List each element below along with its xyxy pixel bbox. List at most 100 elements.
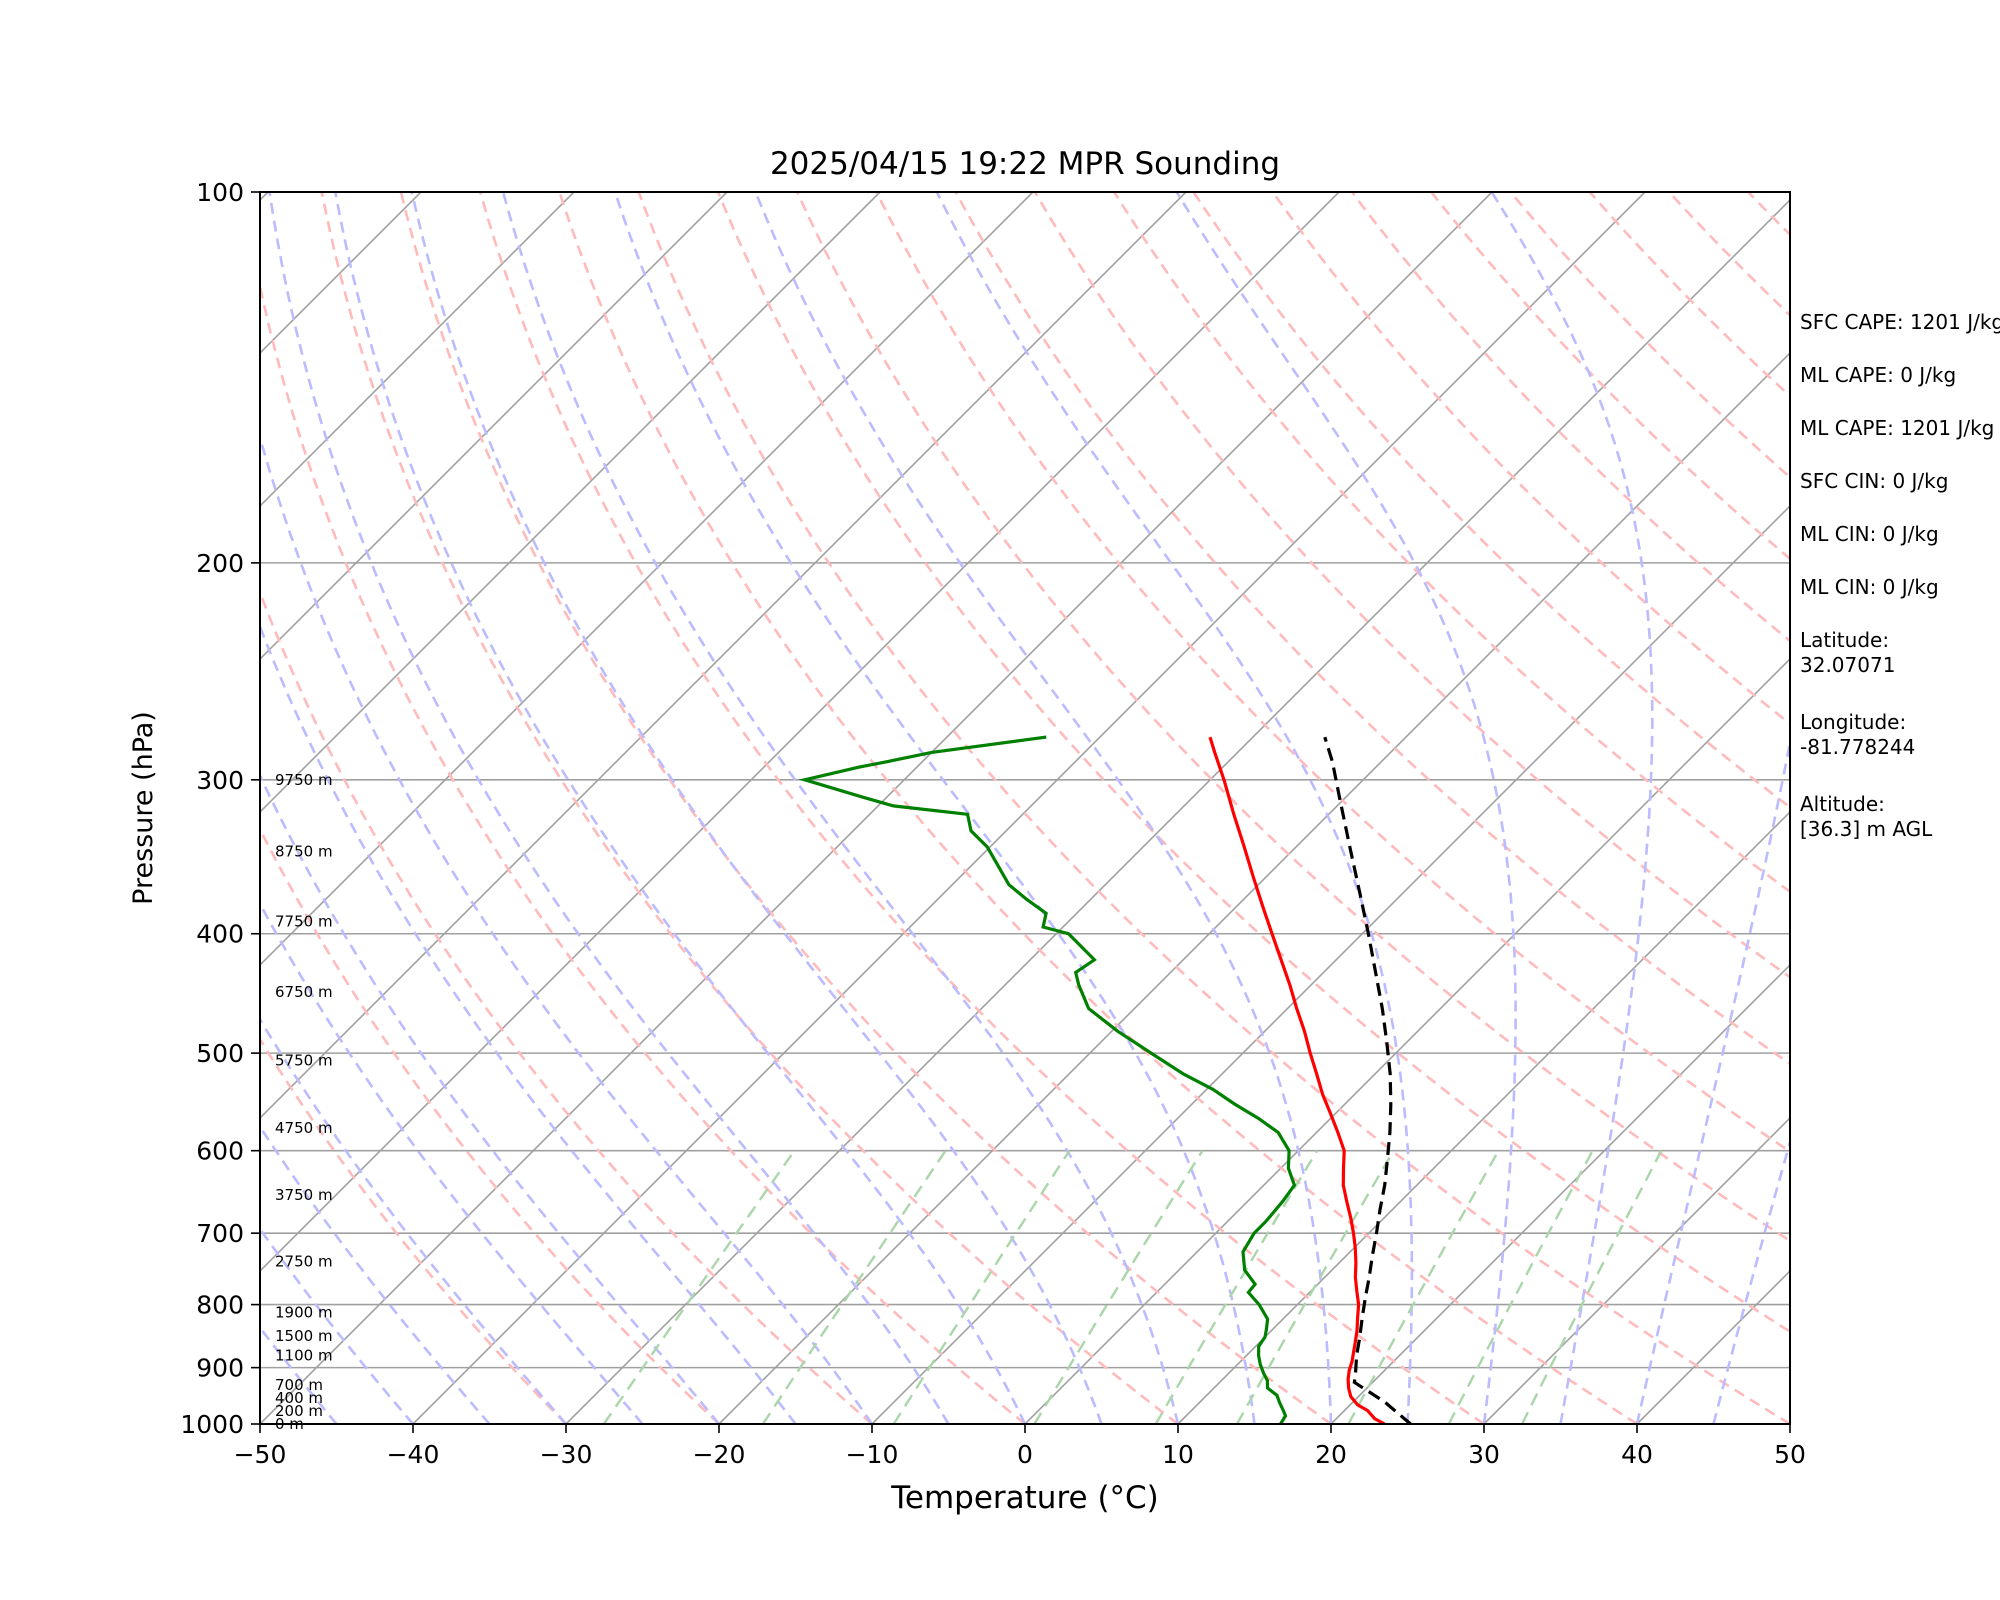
- dry-adiabat-line: [260, 1036, 567, 1424]
- dry-adiabat-line: [1509, 192, 1790, 480]
- moist-adiabat-line: [1175, 192, 1517, 1424]
- mixing-ratio-line: [1154, 1150, 1319, 1424]
- height-label: 5750 m: [275, 1052, 333, 1070]
- dry-adiabat-line: [716, 192, 1790, 1334]
- longitude-label: Longitude:: [1800, 710, 1907, 734]
- sfc-cin-value: SFC CIN: 0 J/kg: [1800, 469, 1949, 493]
- mixing-ratio-line: [761, 1150, 947, 1424]
- y-axis: 100 200 300 400 500 600 700 800 900 1000: [180, 178, 260, 1439]
- isotherm-line: [260, 192, 881, 814]
- mixing-ratio-line: [892, 1150, 1071, 1424]
- x-tick-label: −30: [540, 1440, 593, 1469]
- height-label: 4750 m: [275, 1119, 333, 1137]
- sounding-stats-panel: SFC CAPE: 1201 J/kg ML CAPE: 0 J/kg ML C…: [1800, 310, 2000, 874]
- altitude-value: [36.3] m AGL: [1800, 817, 1933, 841]
- moist-adiabat-line: [260, 1325, 338, 1424]
- background-lines: [0, 192, 1790, 1424]
- x-axis-label: Temperature (°C): [890, 1480, 1159, 1516]
- moist-adiabat-line: [1635, 735, 1790, 1424]
- y-tick-label: 700: [196, 1219, 244, 1248]
- ml-cin-value-2: ML CIN: 0 J/kg: [1800, 575, 1939, 599]
- x-tick-label: −40: [387, 1440, 440, 1469]
- dry-adiabat-line: [796, 192, 1790, 1243]
- temperature-line: [1208, 736, 1386, 1424]
- dry-adiabat-line: [1033, 192, 1790, 979]
- moist-adiabat-line: [754, 192, 1333, 1424]
- isotherm-line: [260, 192, 1187, 1120]
- x-tick-label: 50: [1774, 1440, 1806, 1469]
- y-tick-label: 100: [196, 178, 244, 207]
- y-tick-label: 900: [196, 1354, 244, 1383]
- height-label: 1500 m: [275, 1327, 333, 1345]
- isotherm-line: [0, 192, 115, 1424]
- height-label: 200 m: [275, 1402, 323, 1420]
- y-tick-label: 200: [196, 549, 244, 578]
- isotherm-line: [1177, 810, 1790, 1424]
- dry-adiabat-line: [1192, 192, 1790, 809]
- mixing-ratio-line: [1447, 1150, 1594, 1424]
- latitude-block: Latitude: 32.07071: [1800, 628, 2000, 678]
- altitude-block: Altitude: [36.3] m AGL: [1800, 792, 2000, 842]
- latitude-label: Latitude:: [1800, 628, 1890, 652]
- x-tick-label: 20: [1315, 1440, 1347, 1469]
- y-tick-label: 500: [196, 1039, 244, 1068]
- isotherm-line: [565, 198, 1790, 1424]
- moist-adiabat-line: [613, 192, 1256, 1424]
- dry-adiabat-line: [1113, 192, 1790, 894]
- dry-adiabat-line: [399, 192, 1332, 1424]
- dry-adiabat-line: [637, 192, 1790, 1424]
- moist-adiabat-line: [410, 192, 1103, 1424]
- mixing-ratio-line: [1347, 1150, 1500, 1424]
- height-label: 7750 m: [275, 913, 333, 931]
- x-tick-label: 0: [1017, 1440, 1033, 1469]
- ml-cape-value-2: ML CAPE: 1201 J/kg: [1800, 416, 1995, 440]
- chart-title: 2025/04/15 19:22 MPR Sounding: [770, 146, 1280, 182]
- isotherm-line: [260, 192, 1034, 967]
- height-label: 1100 m: [275, 1347, 333, 1365]
- moist-adiabat-line: [1490, 192, 1654, 1424]
- height-label: 8750 m: [275, 842, 333, 860]
- y-tick-label: 600: [196, 1137, 244, 1166]
- isotherm-line: [260, 192, 575, 508]
- moist-adiabat-line: [260, 623, 797, 1424]
- mixing-ratio-line: [602, 1150, 796, 1424]
- moist-adiabat-line: [260, 1124, 491, 1424]
- height-label: 2750 m: [275, 1252, 333, 1270]
- x-tick-label: −20: [693, 1440, 746, 1469]
- dry-adiabat-line: [260, 280, 1026, 1424]
- moist-adiabat-line: [260, 772, 721, 1424]
- isotherm-line: [871, 504, 1790, 1424]
- moist-adiabat-line: [334, 192, 1027, 1424]
- moist-adiabat-line: [260, 901, 644, 1424]
- dry-adiabat-line: [320, 192, 1179, 1424]
- y-axis-label: Pressure (hPa): [128, 711, 159, 905]
- height-label: 400 m: [275, 1389, 323, 1407]
- dry-adiabat-line: [260, 588, 873, 1424]
- x-tick-label: −50: [234, 1440, 287, 1469]
- height-label: 1900 m: [275, 1304, 333, 1322]
- sfc-cape-value: SFC CAPE: 1201 J/kg: [1800, 310, 2000, 334]
- x-tick-label: −10: [846, 1440, 899, 1469]
- x-tick-label: 40: [1621, 1440, 1653, 1469]
- mixing-ratio-line: [1235, 1150, 1395, 1424]
- dewpoint-line: [798, 735, 1297, 1424]
- dry-adiabat-line: [260, 826, 720, 1424]
- height-label: 700 m: [275, 1376, 323, 1394]
- isotherm-line: [260, 192, 1340, 1273]
- y-tick-label: 1000: [180, 1410, 244, 1439]
- longitude-block: Longitude: -81.778244: [1800, 710, 2000, 760]
- y-tick-label: 800: [196, 1291, 244, 1320]
- x-tick-label: 10: [1162, 1440, 1194, 1469]
- x-axis: −50 −40 −30 −20 −10 0 10 20 30 40 50: [234, 1424, 1806, 1469]
- isotherm-line: [412, 192, 1646, 1424]
- isotherm-line: [1330, 963, 1790, 1424]
- moist-adiabat-line: [260, 432, 874, 1424]
- x-tick-label: 30: [1468, 1440, 1500, 1469]
- y-tick-label: 400: [196, 920, 244, 949]
- isotherm-line: [1483, 1116, 1790, 1424]
- height-label: 3750 m: [275, 1186, 333, 1204]
- moist-adiabat-line: [260, 1226, 414, 1424]
- plot-frame: [259, 191, 1791, 1425]
- parcel-line: [1323, 736, 1412, 1424]
